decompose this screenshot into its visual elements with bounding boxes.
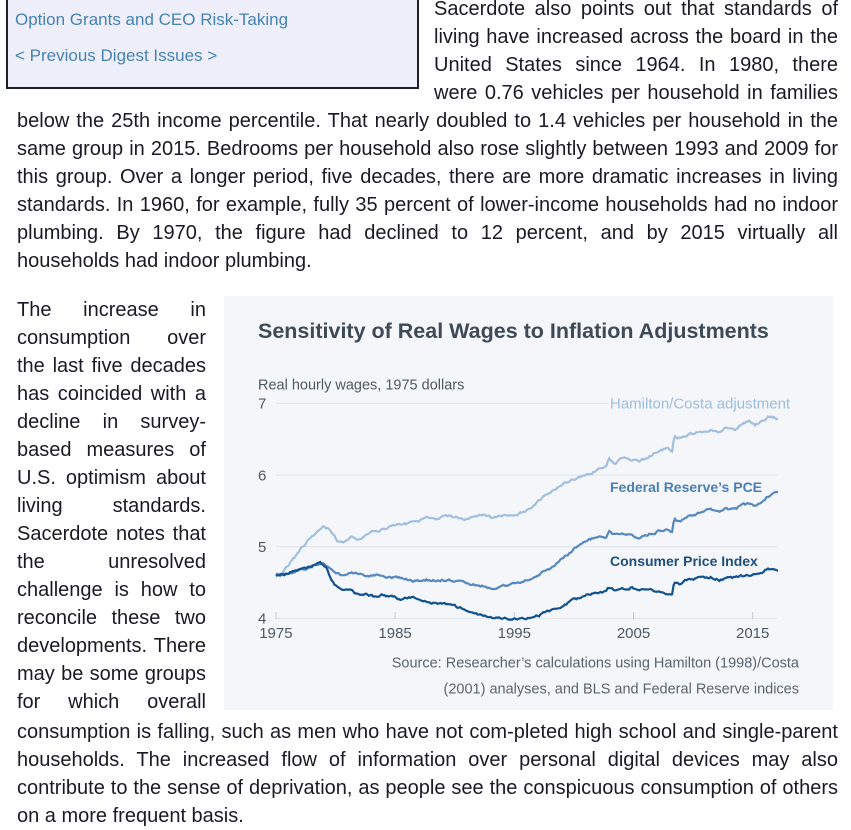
svg-text:(2001) analyses, and BLS and F: (2001) analyses, and BLS and Federal Res… bbox=[444, 682, 799, 698]
svg-text:Source: Researcher’s calculati: Source: Researcher’s calculations using … bbox=[392, 656, 800, 672]
svg-text:2015: 2015 bbox=[736, 625, 769, 642]
svg-text:1975: 1975 bbox=[259, 625, 292, 642]
svg-text:2005: 2005 bbox=[617, 625, 650, 642]
svg-text:6: 6 bbox=[258, 467, 266, 484]
svg-text:Real hourly wages, 1975 dollar: Real hourly wages, 1975 dollars bbox=[258, 378, 464, 394]
svg-text:1985: 1985 bbox=[378, 625, 411, 642]
svg-text:5: 5 bbox=[258, 539, 266, 556]
svg-text:7: 7 bbox=[258, 396, 266, 413]
svg-text:4: 4 bbox=[258, 611, 266, 628]
svg-text:Consumer Price Index: Consumer Price Index bbox=[610, 553, 758, 569]
svg-text:Hamilton/Costa adjustment: Hamilton/Costa adjustment bbox=[610, 396, 791, 413]
svg-text:Sensitivity of Real Wages to I: Sensitivity of Real Wages to Inflation A… bbox=[258, 319, 769, 343]
svg-text:Federal Reserve’s PCE: Federal Reserve’s PCE bbox=[610, 479, 762, 495]
svg-text:1995: 1995 bbox=[498, 625, 531, 642]
